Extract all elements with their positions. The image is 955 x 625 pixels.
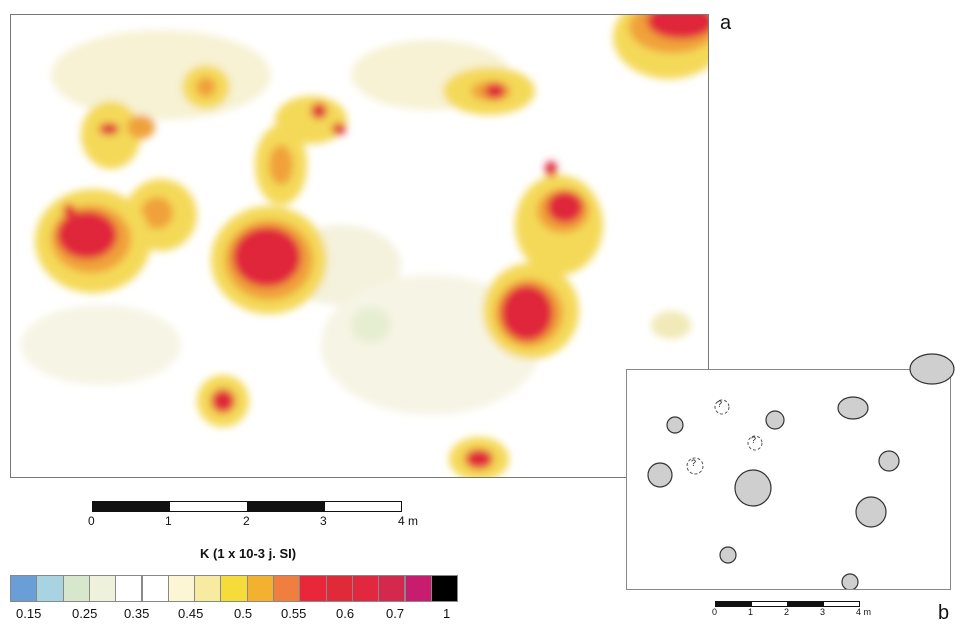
scale-segment [751,601,788,607]
legend-color-cell [36,575,64,602]
legend-color-cell [273,575,301,602]
scale-tick-label: 0 [88,514,95,528]
post-hole [765,410,785,430]
legend-label: 0.45 [178,606,204,621]
legend-color-cell [378,575,406,602]
post-hole [734,469,772,507]
post-hole [719,546,737,564]
uncertain-mark: ? [691,458,697,468]
uncertain-mark: ? [751,435,757,445]
legend-color-cell [404,575,432,602]
scale-segment [169,501,248,512]
susceptibility-map [10,14,709,478]
plan-feature-ellipse [909,353,955,385]
scale-tick-label: 4 m [856,607,872,617]
plan-graphic [647,396,900,591]
legend-label: 0.5 [234,606,253,621]
uncertain-mark: ? [717,399,723,409]
legend-label: 0.7 [386,606,405,621]
legend-label: 0.6 [336,606,355,621]
legend-color-cell [167,575,196,602]
scale-segment [92,501,170,512]
post-hole [841,573,859,591]
scale-tick-label: 2 [243,514,250,528]
scale-tick-label: 2 [784,607,790,617]
heatmap-graphic [21,15,708,477]
scale-tick-label: 1 [165,514,172,528]
legend-color-cell [246,575,274,602]
scale-tick-label: 0 [712,607,718,617]
legend-label: 0.15 [16,606,42,621]
panel-label-a: a [720,12,732,34]
legend-label: 1 [443,606,451,621]
legend-color-cell [430,575,459,602]
legend-color-cell [194,575,222,602]
scale-segment [247,501,325,512]
legend-label: 0.25 [72,606,98,621]
legend-color-cell [325,575,353,602]
legend-title: K (1 x 10-3 j. SI) [200,546,297,561]
legend-color-cell [115,575,143,602]
legend-color-cell [299,575,327,602]
scale-segment [715,601,752,607]
scale-tick-label: 3 [320,514,327,528]
legend-color-cell [351,575,380,602]
scale-tick-label: 1 [748,607,754,617]
scale-tick-label: 3 [820,607,826,617]
post-hole [878,450,900,472]
legend-color-cell [141,575,169,602]
legend-color-cell [88,575,117,602]
legend-label: 0.55 [281,606,307,621]
scale-segment [787,601,824,607]
post-hole [855,496,887,528]
scale-tick-label: 4 m [398,514,419,528]
post-hole [837,396,869,420]
scale-segment [324,501,402,512]
site-plan [626,369,951,591]
legend-color-cell [220,575,248,602]
legend-label: 0.35 [124,606,150,621]
panel-label-b: b [938,602,950,624]
post-hole [647,462,673,488]
legend-color-cell [10,575,38,602]
scale-segment [823,601,860,607]
post-hole [666,416,684,434]
legend-color-cell [62,575,90,602]
